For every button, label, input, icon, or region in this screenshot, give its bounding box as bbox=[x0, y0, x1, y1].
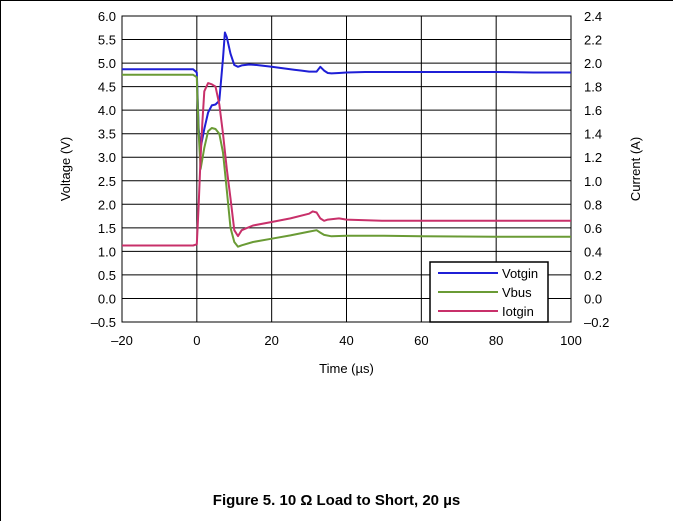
plot-area-border bbox=[121, 15, 572, 323]
y-tick-label: 0.5 bbox=[98, 268, 116, 283]
y2-tick-label: 0.4 bbox=[584, 244, 602, 259]
y-tick-label: 6.0 bbox=[98, 9, 116, 24]
y-tick-label: 4.0 bbox=[98, 103, 116, 118]
x-tick-label: 40 bbox=[339, 333, 353, 348]
series-line-vbus bbox=[122, 73, 571, 248]
y-tick-label: 2.5 bbox=[98, 174, 116, 189]
y-tick-label: 5.5 bbox=[98, 33, 116, 48]
y2-tick-label: 1.6 bbox=[584, 103, 602, 118]
y-tick-label: –0.5 bbox=[91, 315, 116, 330]
series-line-iotgin bbox=[122, 82, 571, 247]
y2-tick-label: 0.8 bbox=[584, 197, 602, 212]
y2-tick-label: 0.2 bbox=[584, 268, 602, 283]
y2-tick-label: 1.0 bbox=[584, 174, 602, 189]
y-tick-label: 4.5 bbox=[98, 80, 116, 95]
series-line-votgin bbox=[122, 31, 571, 149]
figure-caption: Figure 5. 10 Ω Load to Short, 20 µs bbox=[212, 492, 461, 509]
x-tick-label: –20 bbox=[111, 333, 133, 348]
y2-tick-label: 2.0 bbox=[584, 56, 602, 71]
y-tick-label: 1.0 bbox=[98, 244, 116, 259]
y2-tick-label: 1.8 bbox=[584, 80, 602, 95]
y-tick-label: 2.0 bbox=[98, 197, 116, 212]
legend-label-iotgin: Iotgin bbox=[502, 304, 534, 319]
line-chart: –0.5 0.0 0.5 1.0 1.5 2.0 2.5 3.0 3.5 4.0 4.5 5.0 5.5… bbox=[58, 9, 643, 376]
x-tick-label: 20 bbox=[264, 333, 278, 348]
y-tick-label: 1.5 bbox=[98, 221, 116, 236]
x-tick-label: 60 bbox=[414, 333, 428, 348]
y2-tick-label: 1.2 bbox=[584, 150, 602, 165]
x-tick-label: 100 bbox=[560, 333, 582, 348]
y-tick-label: 3.0 bbox=[98, 150, 116, 165]
x-tick-label: 80 bbox=[489, 333, 503, 348]
page-frame-left-rule bbox=[0, 0, 1, 521]
y-axis-title: Voltage (V) bbox=[58, 137, 73, 201]
y2-tick-label: 0.6 bbox=[584, 221, 602, 236]
y2-tick-label: 1.4 bbox=[584, 127, 602, 142]
y2-axis-title: Current (A) bbox=[628, 137, 643, 201]
x-axis-title: Time (µs) bbox=[319, 361, 374, 376]
y2-tick-label: 2.2 bbox=[584, 33, 602, 48]
y-tick-label: 5.0 bbox=[98, 56, 116, 71]
y2-tick-label: 0.0 bbox=[584, 291, 602, 306]
y-tick-label: 0.0 bbox=[98, 291, 116, 306]
legend-label-votgin: Votgin bbox=[502, 266, 538, 281]
y2-tick-label: 2.4 bbox=[584, 9, 602, 24]
y2-tick-label: –0.2 bbox=[584, 315, 609, 330]
legend-label-vbus: Vbus bbox=[502, 285, 532, 300]
x-tick-label: 0 bbox=[193, 333, 200, 348]
y-tick-label: 3.5 bbox=[98, 127, 116, 142]
page-frame-top-rule bbox=[0, 0, 673, 1]
